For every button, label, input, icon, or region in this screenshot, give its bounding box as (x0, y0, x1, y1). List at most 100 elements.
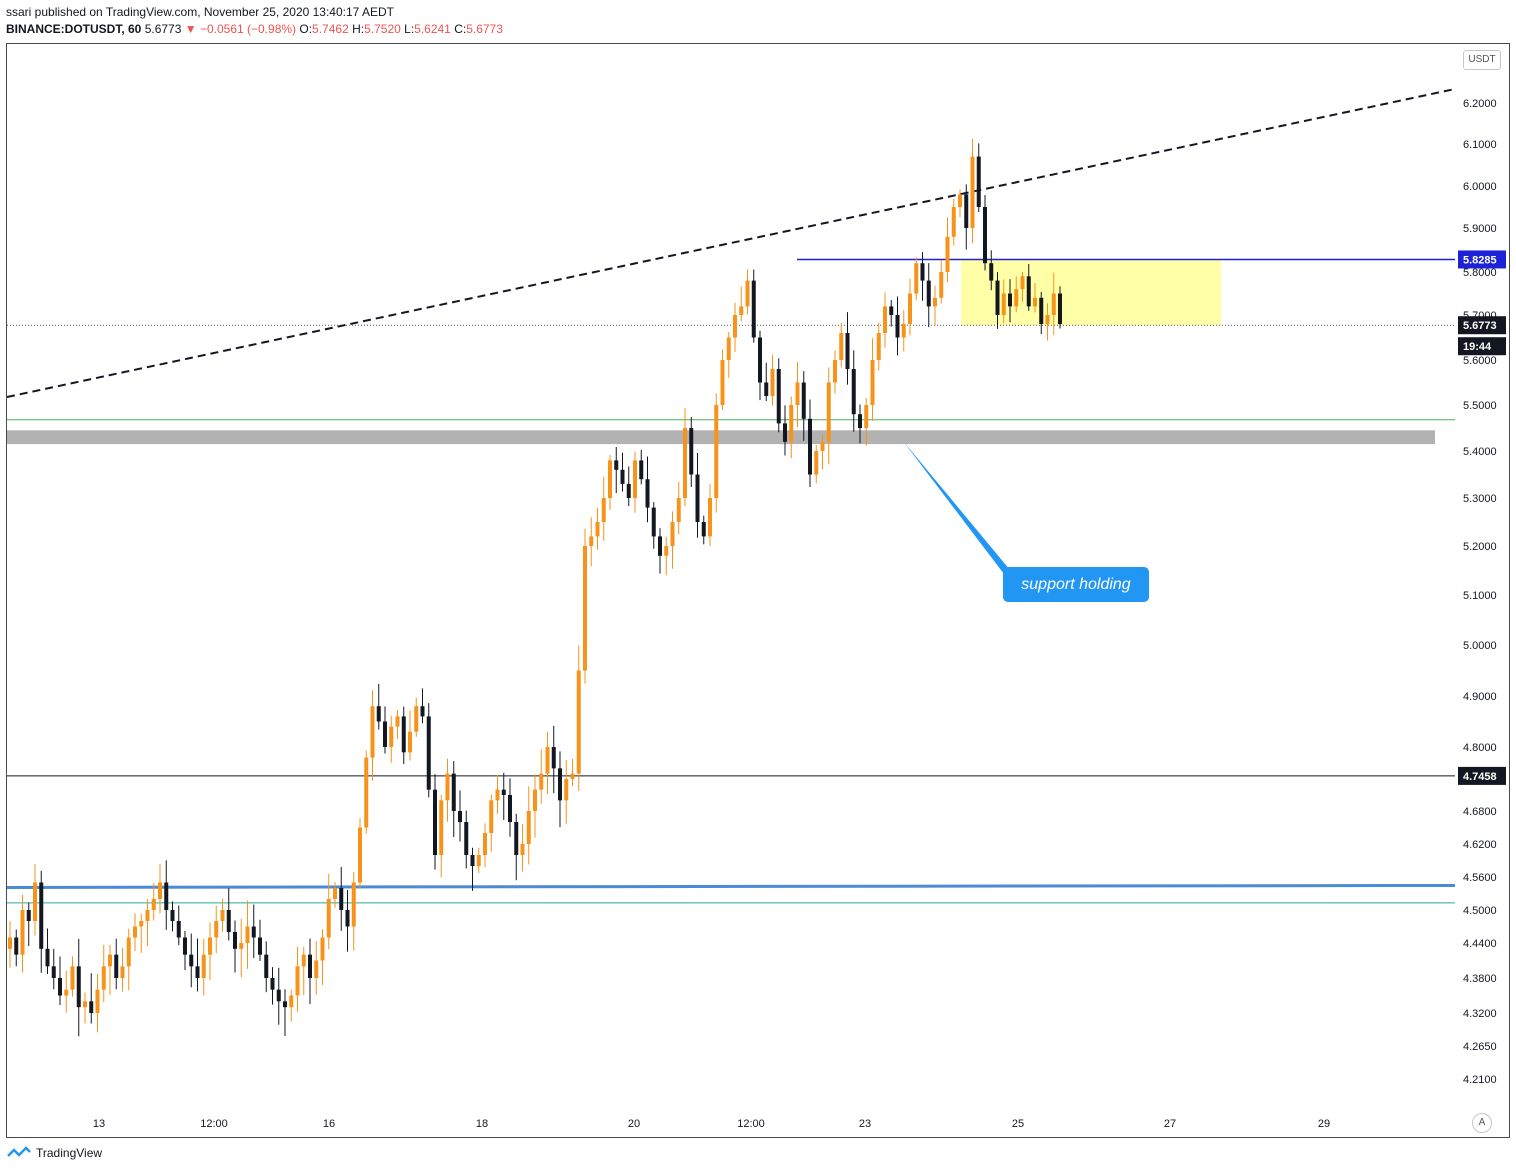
candle-body-9 (64, 989, 69, 996)
candle-body-63 (401, 716, 406, 753)
footer-brand[interactable]: TradingView (6, 1146, 102, 1160)
y-tick-label-15: 4.6800 (1463, 806, 1497, 818)
candle-body-128 (808, 418, 812, 475)
candle-body-124 (783, 423, 787, 442)
candle-body-62 (395, 716, 400, 727)
candle-body-153 (964, 194, 969, 228)
chart-frame[interactable] (6, 43, 1510, 1138)
candle-body-144 (908, 293, 912, 324)
blue-support-line (6, 883, 1456, 889)
candle-body-157 (989, 263, 994, 281)
price-change: ▼ −0.0561 (−0.98%) (184, 22, 297, 36)
candle-body-35 (226, 910, 231, 932)
x-tick-label-0: 13 (93, 1118, 105, 1130)
candle-body-142 (895, 315, 900, 338)
last-price: 5.6773 (144, 22, 182, 36)
candle-body-4 (33, 882, 37, 921)
candle-body-125 (789, 405, 794, 442)
candle-body-119 (751, 280, 756, 338)
candle-body-163 (1026, 276, 1031, 307)
candle-body-88 (558, 768, 562, 801)
candle-body-74 (470, 855, 475, 866)
candle-body-154 (970, 156, 975, 228)
candle-body-127 (801, 382, 806, 419)
yellow-zone (961, 259, 1221, 326)
candle-body-13 (89, 1001, 94, 1013)
y-tick-label-22: 4.2650 (1463, 1041, 1497, 1053)
level-price-label: 4.7458 (1463, 771, 1497, 783)
candle-body-133 (839, 333, 844, 360)
candle-body-97 (614, 460, 619, 470)
candle-body-121 (764, 382, 769, 396)
candle-body-99 (626, 483, 631, 498)
candle-body-80 (508, 795, 512, 822)
candle-body-14 (95, 989, 100, 1013)
candle-body-89 (564, 779, 569, 801)
candle-body-32 (208, 937, 212, 955)
candle-body-109 (689, 428, 694, 475)
y-tick-label-9: 5.3000 (1463, 493, 1497, 505)
symbol-label[interactable]: BINANCE:DOTUSDT, 60 (6, 22, 142, 36)
y-tick-label-2: 6.0000 (1463, 181, 1497, 193)
candle-body-58 (370, 706, 375, 758)
support-holding-callout: support holding (1003, 567, 1149, 602)
candle-body-164 (1033, 297, 1037, 307)
low-value: 5.6241 (414, 22, 451, 36)
candle-body-117 (739, 306, 744, 315)
candle-body-111 (701, 522, 706, 537)
candle-body-95 (601, 498, 606, 522)
x-tick-label-2: 16 (323, 1118, 335, 1130)
candle-body-53 (339, 888, 344, 910)
candle-body-75 (476, 855, 481, 866)
candle-body-139 (876, 333, 881, 360)
candle-body-33 (214, 921, 219, 938)
candle-body-118 (745, 280, 750, 307)
candle-body-141 (889, 306, 894, 315)
candle-body-36 (233, 932, 237, 949)
candle-body-108 (683, 428, 687, 498)
candle-body-148 (933, 297, 937, 307)
candle-body-93 (589, 536, 594, 546)
candle-body-73 (464, 822, 469, 855)
resistance-price-label: 5.8285 (1463, 254, 1497, 266)
candle-body-151 (951, 207, 956, 237)
low-label: L: (404, 22, 415, 36)
candle-body-19 (126, 937, 131, 967)
candle-body-135 (851, 369, 856, 415)
y-tick-label-3: 5.9000 (1463, 223, 1497, 235)
candle-body-67 (426, 716, 431, 790)
candle-body-83 (526, 811, 531, 844)
auto-scale-button[interactable]: A (1472, 1113, 1492, 1133)
candle-body-152 (958, 194, 962, 207)
candle-body-129 (814, 451, 819, 475)
candle-body-11 (76, 966, 81, 1008)
candle-body-38 (245, 926, 250, 943)
candle-body-44 (283, 1001, 287, 1008)
candle-body-98 (620, 469, 625, 484)
candle-body-115 (726, 337, 731, 360)
candle-body-57 (364, 757, 369, 828)
candle-body-46 (295, 966, 300, 996)
candle-body-137 (864, 405, 869, 428)
candle-body-23 (151, 899, 156, 910)
candle-body-56 (358, 827, 362, 883)
candle-body-155 (976, 156, 981, 207)
candle-body-162 (1020, 276, 1025, 290)
x-tick-label-8: 27 (1164, 1118, 1176, 1130)
high-label: H: (352, 22, 365, 36)
candle-body-160 (1008, 293, 1012, 307)
candle-body-94 (595, 522, 600, 537)
close-label: C: (454, 22, 467, 36)
candle-body-2 (20, 910, 25, 955)
y-tick-label-1: 6.1000 (1463, 139, 1497, 151)
candle-body-158 (995, 280, 1000, 315)
candle-body-49 (314, 960, 319, 978)
candle-body-103 (651, 507, 656, 537)
currency-button[interactable]: USDT (1463, 50, 1501, 70)
candle-body-86 (545, 747, 550, 774)
candle-body-39 (251, 926, 256, 938)
y-tick-label-11: 5.1000 (1463, 590, 1497, 602)
callout-pointer (903, 441, 1010, 574)
candle-body-112 (708, 498, 712, 537)
